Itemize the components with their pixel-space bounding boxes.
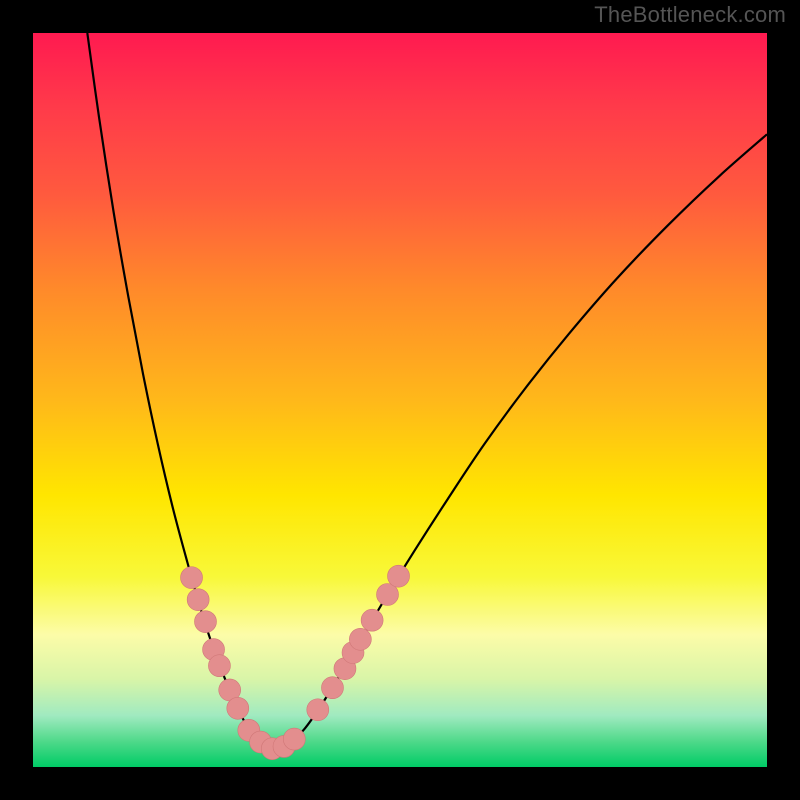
data-marker (227, 697, 249, 719)
data-marker (283, 728, 305, 750)
watermark-text: TheBottleneck.com (594, 2, 786, 28)
data-marker (181, 567, 203, 589)
data-marker (388, 565, 410, 587)
bottleneck-curve (87, 33, 767, 749)
data-marker (361, 609, 383, 631)
data-marker (187, 589, 209, 611)
chart-svg (0, 0, 800, 800)
data-marker (321, 677, 343, 699)
data-marker (208, 655, 230, 677)
data-marker (194, 611, 216, 633)
data-marker (307, 699, 329, 721)
outer-frame: TheBottleneck.com (0, 0, 800, 800)
data-marker (349, 628, 371, 650)
